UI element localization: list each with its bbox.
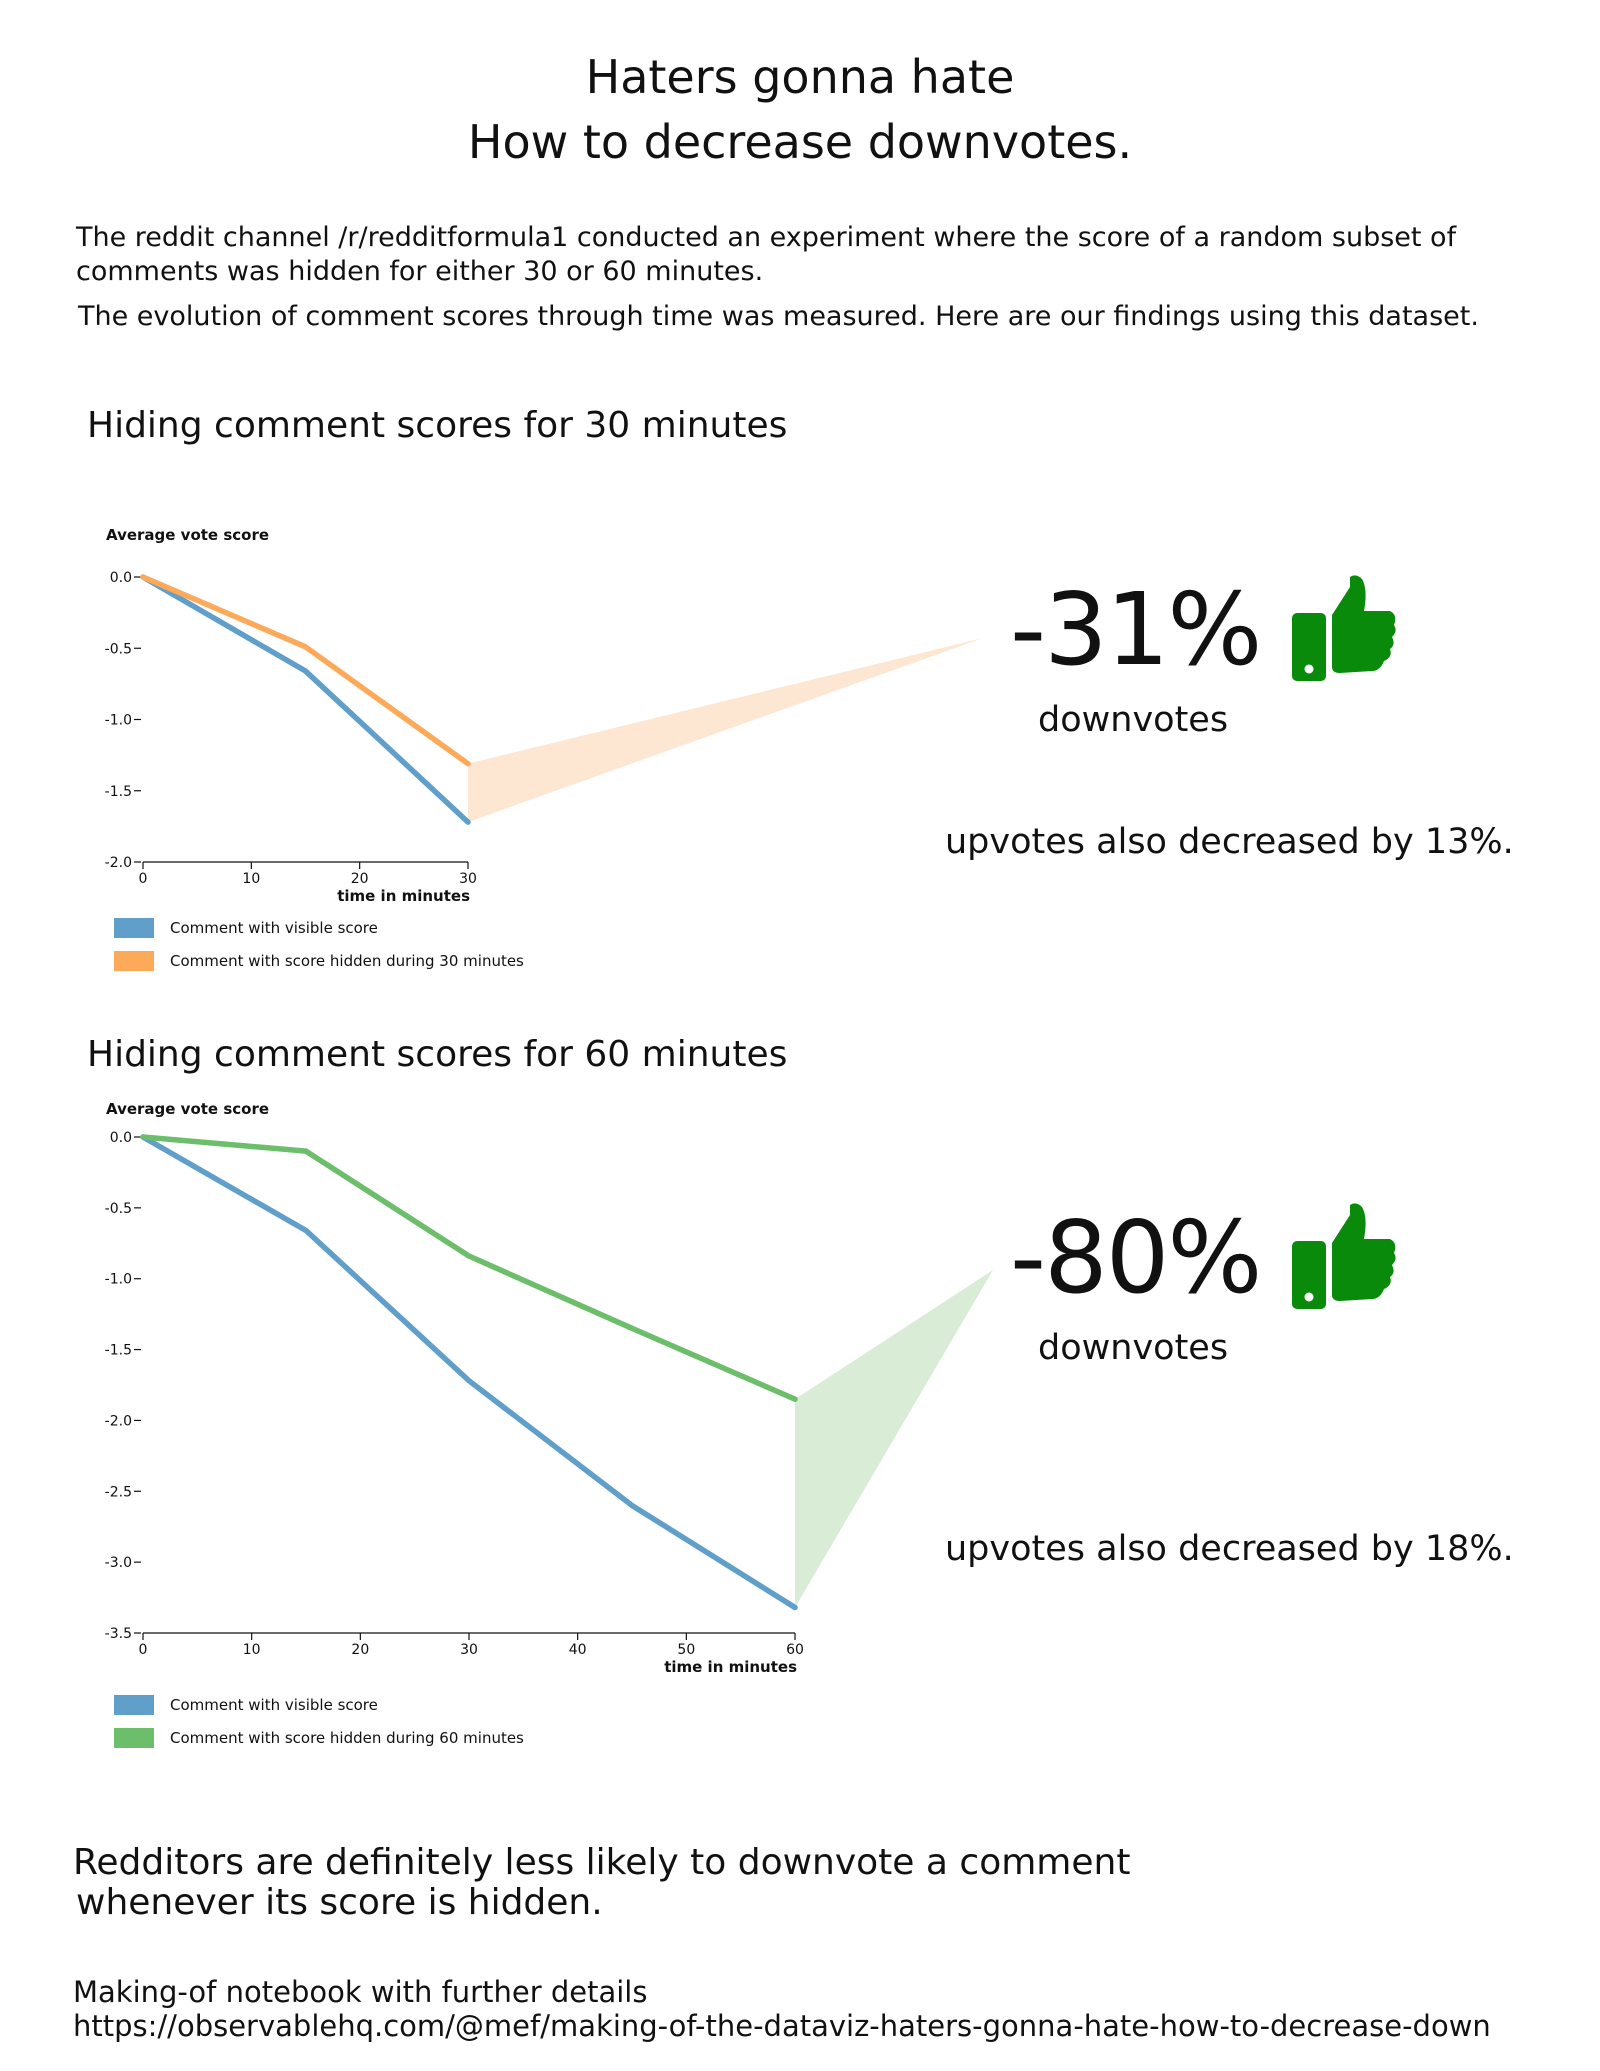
series-line-visible: [140, 574, 471, 825]
thumbs-up-icon: [1292, 575, 1396, 681]
y-tick-label: -3.0: [105, 1555, 132, 1571]
y-tick-label: -2.0: [105, 1413, 132, 1429]
y-axis-title: Average vote score: [106, 1100, 269, 1118]
footer-notebook-label: Making-of notebook with further details: [73, 1975, 648, 2009]
conclusion-line-2: whenever its score is hidden.: [76, 1882, 603, 1923]
x-tick-label: 20: [351, 1642, 369, 1658]
y-tick-label: -1.0: [105, 713, 132, 729]
y-tick-label: -0.5: [105, 641, 132, 657]
upvotes-text-60: upvotes also decreased by 18%.: [945, 1529, 1514, 1569]
x-axis: 0 10 20 30 40 50 60: [139, 1633, 804, 1658]
y-tick-label: -3.5: [105, 1626, 132, 1642]
downvote-label-60: downvotes: [1038, 1328, 1229, 1368]
x-tick-label: 30: [459, 871, 477, 887]
footer-notebook-link[interactable]: https://observablehq.com/@mef/making-of-…: [73, 2009, 1491, 2043]
series-lines: [140, 574, 471, 825]
section-60-title: Hiding comment scores for 60 minutes: [87, 1034, 788, 1075]
legend-label: Comment with score hidden during 60 minu…: [170, 1729, 524, 1747]
legend-label: Comment with visible score: [170, 1696, 378, 1714]
y-tick-label: -1.5: [105, 1343, 132, 1359]
intro-paragraph-2: The evolution of comment scores through …: [78, 301, 1479, 332]
y-axis-title: Average vote score: [106, 526, 269, 544]
x-tick-label: 0: [139, 1642, 148, 1658]
x-tick-label: 50: [677, 1642, 695, 1658]
x-tick-label: 10: [242, 871, 260, 887]
series-line-hidden: [140, 1134, 798, 1402]
difference-wedge: [468, 638, 983, 823]
section-30-title: Hiding comment scores for 30 minutes: [87, 405, 788, 446]
intro-paragraph-1: The reddit channel /r/redditformula1 con…: [76, 222, 1457, 287]
page-title: Haters gonna hate: [585, 50, 1015, 104]
series-line-visible: [140, 1134, 798, 1611]
legend-swatch: [114, 918, 154, 938]
conclusion-line-1: Redditors are definitely less likely to …: [73, 1842, 1131, 1883]
x-tick-label: 20: [351, 871, 369, 887]
y-tick-label: -2.0: [105, 855, 132, 871]
legend-swatch: [114, 951, 154, 971]
y-axis: 0.0 -0.5 -1.0 -1.5 -2.0 -2.5 -3.0 -3.5: [105, 1130, 141, 1642]
x-tick-label: 0: [139, 871, 148, 887]
chart-60-minutes: Average vote score 0.0 -0.5 -1.0 -1.5 -2.0 -2…: [105, 1100, 993, 1748]
x-tick-label: 10: [243, 1642, 261, 1658]
series-line-hidden: [140, 574, 471, 767]
y-tick-label: -0.5: [105, 1201, 132, 1217]
y-tick-label: -2.5: [105, 1484, 132, 1500]
y-tick-label: 0.0: [110, 570, 132, 586]
legend: Comment with visible score Comment with s…: [114, 918, 524, 971]
x-tick-label: 40: [569, 1642, 587, 1658]
upvotes-text-30: upvotes also decreased by 13%.: [945, 822, 1514, 862]
thumbs-up-icon: [1292, 1203, 1396, 1309]
downvote-pct-30: -31%: [1010, 571, 1262, 688]
y-axis: 0.0 -0.5 -1.0 -1.5 -2.0: [105, 570, 141, 871]
x-axis: 0 10 20 30: [139, 862, 477, 887]
page-subtitle: How to decrease downvotes.: [467, 115, 1133, 169]
legend: Comment with visible score Comment with s…: [114, 1695, 524, 1748]
downvote-pct-60: -80%: [1010, 1199, 1262, 1316]
series-lines: [140, 1134, 798, 1611]
legend-swatch: [114, 1695, 154, 1715]
legend-swatch: [114, 1728, 154, 1748]
x-tick-label: 60: [786, 1642, 804, 1658]
y-tick-label: 0.0: [110, 1130, 132, 1146]
legend-label: Comment with score hidden during 30 minu…: [170, 952, 524, 970]
y-tick-label: -1.5: [105, 784, 132, 800]
downvote-label-30: downvotes: [1038, 700, 1229, 740]
legend-label: Comment with visible score: [170, 919, 378, 937]
chart-30-minutes: Average vote score 0.0 -0.5 -1.0 -1.5 -2.0 0…: [105, 526, 983, 971]
x-tick-label: 30: [460, 1642, 478, 1658]
y-tick-label: -1.0: [105, 1272, 132, 1288]
x-axis-title: time in minutes: [337, 887, 470, 905]
x-axis-title: time in minutes: [664, 1658, 797, 1676]
